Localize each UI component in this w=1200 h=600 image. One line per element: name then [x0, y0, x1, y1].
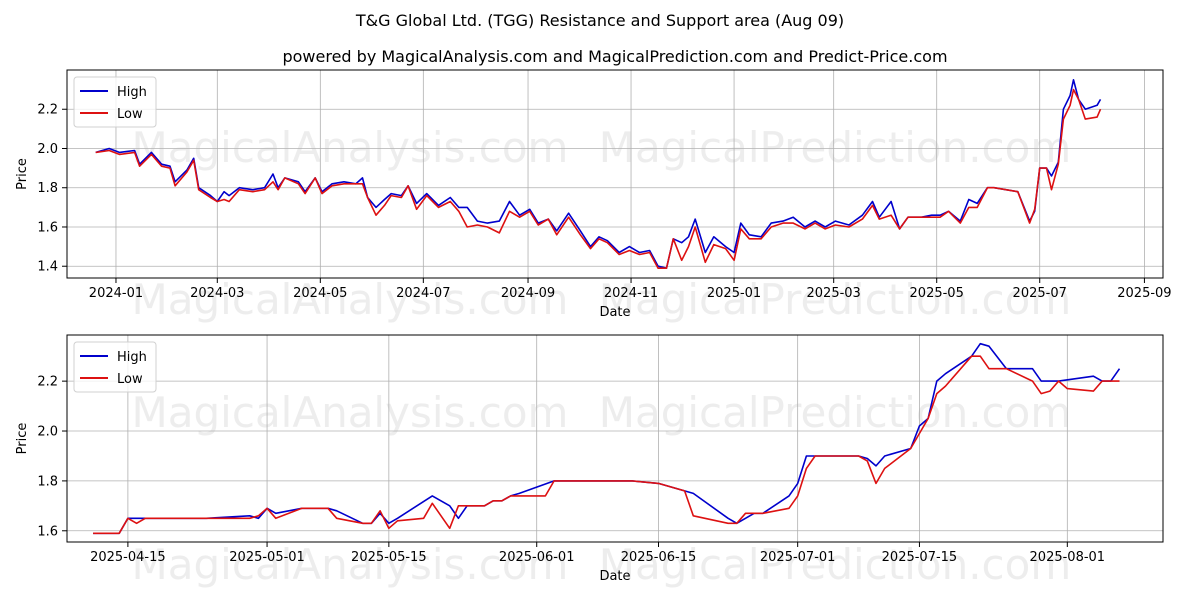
chart1-x-tick-label: 2024-05	[293, 286, 347, 301]
chart1-x-tick-label: 2025-01	[707, 286, 761, 301]
chart2-series-low-line	[93, 355, 1120, 535]
chart1-y-tick-label: 2.0	[37, 142, 58, 157]
chart2-y-tick-label: 1.6	[37, 524, 58, 539]
chart2-watermark: MagicalPrediction.com	[599, 388, 1072, 437]
chart1-y-tick-label: 1.4	[37, 260, 58, 275]
chart1-watermark: MagicalPrediction.com	[599, 275, 1072, 324]
chart1-legend: High Low	[73, 76, 157, 128]
chart1-legend-box	[73, 76, 157, 128]
chart1-plot-area	[66, 69, 1164, 279]
chart2-y-tick-label: 2.2	[37, 375, 58, 390]
chart1-x-tick-label: 2025-07	[1013, 286, 1067, 301]
chart2-x-axis-label: Date	[599, 569, 630, 584]
chart1-x-tick-label: 2024-03	[190, 286, 244, 301]
chart1-x-tick-label: 2024-11	[604, 286, 658, 301]
chart1-watermark: MagicalPrediction.com	[599, 123, 1072, 172]
chart2-watermark: MagicalPrediction.com	[599, 540, 1072, 589]
chart2-watermark: MagicalAnalysis.com	[132, 388, 569, 437]
chart1-x-tick-label: 2024-01	[89, 286, 143, 301]
chart2-legend-label-low: Low	[117, 372, 143, 387]
chart2-x-tick-label: 2025-08-01	[1030, 550, 1106, 565]
chart1-x-tick-label: 2025-09	[1117, 286, 1171, 301]
chart-title: T&G Global Ltd. (TGG) Resistance and Sup…	[355, 11, 844, 30]
chart2-y-axis-label: Price	[15, 423, 30, 455]
chart2-legend-box	[73, 341, 157, 393]
chart2-y-tick-label: 2.0	[37, 425, 58, 440]
chart1-series-low-line	[95, 88, 1102, 270]
top-panel: MagicalAnalysis.com MagicalAnalysis.com Ma…	[15, 69, 1172, 324]
chart1-y-axis-label: Price	[15, 158, 30, 190]
chart2-x-tick-label: 2025-07-01	[760, 550, 836, 565]
chart2-x-tick-label: 2025-05-01	[229, 550, 305, 565]
chart2-x-tick-label: 2025-05-15	[351, 550, 427, 565]
chart2-y-tick-label: 1.8	[37, 474, 58, 489]
chart2-series-high-line	[93, 342, 1121, 535]
chart1-y-tick-label: 1.6	[37, 220, 58, 235]
chart1-x-tick-label: 2025-03	[807, 286, 861, 301]
chart1-series-high-line	[95, 79, 1102, 270]
chart-subtitle: powered by MagicalAnalysis.com and Magic…	[282, 47, 947, 66]
chart1-watermark: MagicalAnalysis.com	[132, 275, 569, 324]
chart1-watermark: MagicalAnalysis.com	[132, 123, 569, 172]
chart1-x-tick-label: 2024-09	[501, 286, 555, 301]
chart2-legend-label-high: High	[117, 350, 147, 365]
chart1-x-tick-label: 2025-05	[910, 286, 964, 301]
chart2-x-tick-label: 2025-06-15	[621, 550, 697, 565]
chart2-watermark: MagicalAnalysis.com	[132, 540, 569, 589]
chart1-legend-label-high: High	[117, 85, 147, 100]
chart2-x-tick-label: 2025-06-01	[499, 550, 575, 565]
chart2-plot-area	[66, 334, 1164, 543]
chart2-x-tick-label: 2025-04-15	[90, 550, 166, 565]
chart1-x-axis-label: Date	[599, 305, 630, 320]
chart2-x-tick-label: 2025-07-15	[882, 550, 958, 565]
chart1-y-tick-label: 2.2	[37, 103, 58, 118]
chart2-legend: High Low	[73, 341, 157, 393]
chart1-x-tick-label: 2024-07	[396, 286, 450, 301]
chart1-y-tick-label: 1.8	[37, 181, 58, 196]
bottom-panel: MagicalAnalysis.com MagicalAnalysis.com Ma…	[15, 334, 1164, 589]
chart1-legend-label-low: Low	[117, 107, 143, 122]
